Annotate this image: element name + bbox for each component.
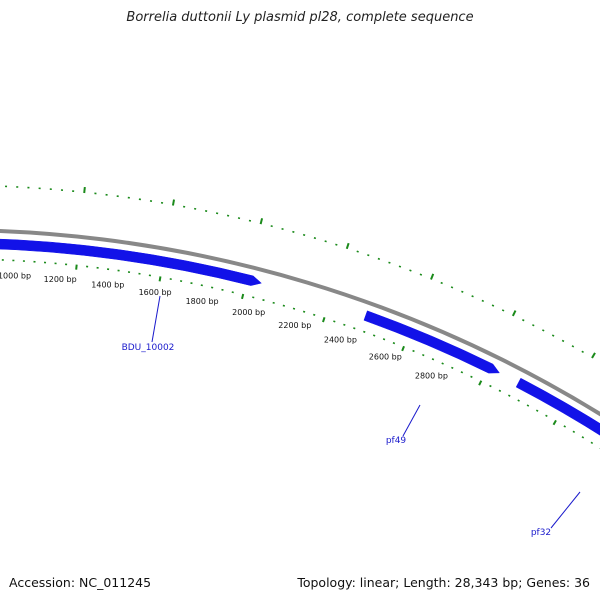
- gene-label: BDU_10002: [122, 343, 175, 353]
- minor-tick: [388, 261, 391, 264]
- major-tick: [430, 273, 435, 280]
- gene-label-leader: [151, 295, 161, 343]
- minor-tick: [460, 371, 464, 374]
- minor-tick: [551, 334, 555, 337]
- minor-tick: [563, 425, 566, 428]
- minor-tick: [581, 436, 585, 439]
- minor-tick: [461, 290, 464, 293]
- minor-tick: [441, 362, 444, 365]
- major-tick: [75, 264, 78, 270]
- outer-tick-ring: [5, 185, 596, 359]
- major-tick: [401, 345, 405, 352]
- major-tick: [83, 186, 86, 194]
- minor-tick: [481, 299, 485, 303]
- minor-tick: [590, 441, 594, 445]
- gene-label-leader: [402, 404, 421, 437]
- major-tick: [158, 276, 162, 282]
- minor-tick: [561, 339, 565, 343]
- sequence-backbone: [0, 229, 600, 417]
- minor-tick: [471, 295, 474, 298]
- minor-tick: [535, 409, 539, 412]
- minor-tick: [356, 250, 359, 253]
- gene-label: pf49: [386, 436, 407, 446]
- major-tick: [171, 199, 175, 206]
- minor-tick: [377, 257, 381, 260]
- minor-tick: [409, 269, 412, 272]
- minor-tick: [522, 319, 525, 322]
- scale-label: 1200 bp: [44, 275, 77, 284]
- scale-label: 2200 bp: [278, 321, 311, 330]
- scale-label: 2400 bp: [324, 336, 357, 345]
- minor-tick: [333, 320, 336, 323]
- major-tick: [511, 310, 517, 317]
- minor-tick: [541, 329, 545, 332]
- summary-text: Topology: linear; Length: 28,343 bp; Gen…: [297, 575, 590, 590]
- minor-tick: [451, 366, 454, 369]
- minor-tick: [422, 353, 425, 357]
- gene-labels: BDU_10002 pf49 pf32: [122, 295, 581, 538]
- minor-tick: [545, 414, 548, 418]
- minor-tick: [419, 273, 423, 276]
- major-tick: [552, 419, 557, 426]
- minor-tick: [491, 304, 495, 307]
- major-tick: [241, 293, 245, 300]
- major-tick: [478, 380, 483, 386]
- minor-tick: [367, 254, 370, 257]
- minor-tick: [372, 334, 376, 337]
- minor-tick: [353, 327, 356, 330]
- minor-tick: [517, 399, 520, 402]
- minor-tick: [392, 341, 396, 345]
- scale-label: 1000 bp: [0, 272, 31, 281]
- minor-tick: [581, 350, 584, 353]
- major-tick: [322, 317, 326, 323]
- map-title: Borrelia duttonii Ly plasmid pl28, compl…: [126, 10, 474, 25]
- scale-label: 1600 bp: [139, 288, 172, 297]
- scale-label: 2000 bp: [232, 308, 265, 317]
- scale-label: 1400 bp: [91, 281, 124, 290]
- minor-tick: [498, 389, 502, 392]
- major-tick: [345, 242, 350, 250]
- minor-tick: [398, 265, 402, 268]
- gene-reverse: [363, 310, 500, 374]
- minor-tick: [412, 349, 415, 353]
- gene-label-leader: [550, 491, 581, 529]
- minor-tick: [431, 358, 435, 361]
- minor-tick: [450, 286, 454, 289]
- major-tick: [591, 352, 596, 359]
- scale-label: 2600 bp: [369, 352, 402, 361]
- major-tick: [259, 218, 264, 225]
- minor-tick: [532, 324, 535, 327]
- minor-tick: [489, 384, 492, 388]
- minor-tick: [382, 338, 386, 341]
- minor-tick: [470, 375, 473, 378]
- gene-reverse: [515, 377, 600, 436]
- minor-tick: [572, 430, 576, 433]
- minor-tick: [343, 323, 346, 326]
- minor-tick: [571, 345, 575, 348]
- inner-tick-ring: [1, 259, 600, 449]
- gene-reverse: [0, 238, 262, 286]
- minor-tick: [526, 404, 530, 407]
- scale-label: 2800 bp: [415, 372, 448, 381]
- gene-label: pf32: [531, 528, 551, 538]
- scale-label: 1800 bp: [186, 297, 219, 306]
- minor-tick: [501, 309, 505, 312]
- accession-text: Accession: NC_011245: [9, 575, 152, 590]
- minor-tick: [440, 281, 443, 285]
- gene-features: [0, 238, 600, 436]
- minor-tick: [363, 330, 366, 333]
- minor-tick: [508, 394, 511, 397]
